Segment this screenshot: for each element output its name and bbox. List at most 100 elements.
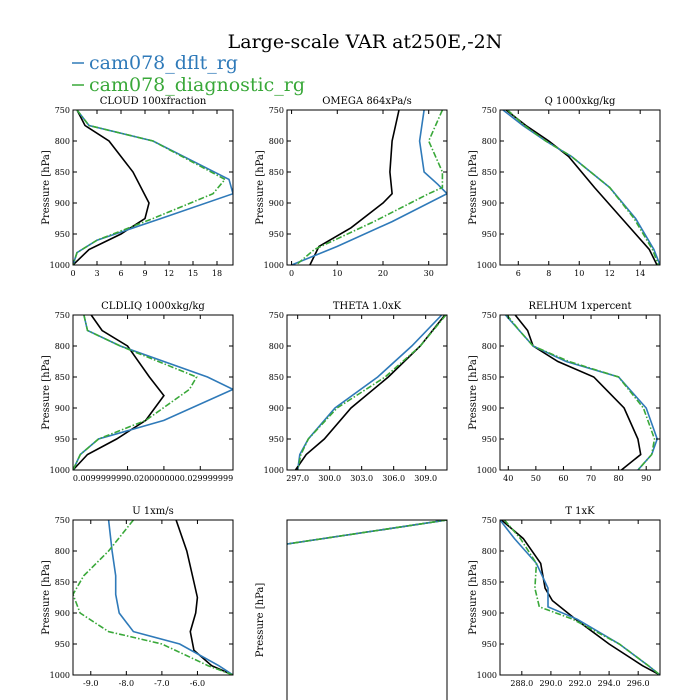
- legend-label-diagnostic: cam078_diagnostic_rg: [89, 74, 305, 96]
- y-tick-label: 900: [55, 404, 70, 413]
- y-tick-label: 1000: [264, 261, 284, 270]
- legend-label-dflt: cam078_dflt_rg: [89, 52, 238, 74]
- y-tick-label: 750: [55, 311, 70, 320]
- series-diagnostic: [73, 110, 227, 265]
- series-diagnostic: [296, 315, 447, 470]
- x-tick-label: 300.0: [318, 474, 341, 483]
- series-control: [294, 315, 446, 470]
- y-tick-label: 850: [482, 168, 497, 177]
- plot-frame: [499, 109, 661, 266]
- panel-2: OMEGA 864xPa/s 750 800 850 900 950 1000 0 10 20 30…: [255, 96, 448, 278]
- x-tick-label: 40: [503, 474, 513, 483]
- panel-title: Q 1000xkg/kg: [545, 96, 616, 107]
- plot-frame: [286, 109, 448, 266]
- y-tick-label: 850: [482, 373, 497, 382]
- y-tick-label: 800: [269, 137, 284, 146]
- x-tick-label: 10: [574, 269, 584, 278]
- panel-title: CLDLIQ 1000xkg/kg: [101, 301, 205, 312]
- x-tick-label: 6: [516, 269, 521, 278]
- x-tick-label: 297.0: [286, 474, 309, 483]
- y-tick-label: 950: [269, 230, 284, 239]
- y-tick-label: 950: [269, 435, 284, 444]
- series-control: [500, 520, 660, 675]
- x-tick-label: 309.0: [414, 474, 437, 483]
- y-tick-label: 750: [269, 106, 284, 115]
- x-tick-label: 6: [118, 269, 123, 278]
- y-tick-label: 1000: [264, 466, 284, 475]
- y-tick-label: 950: [482, 435, 497, 444]
- y-tick-label: 750: [482, 311, 497, 320]
- series-diagnostic: [507, 110, 660, 265]
- x-tick-label: 90: [641, 474, 651, 483]
- legend: cam078_dflt_rg cam078_diagnostic_rg: [72, 52, 305, 96]
- plot-frame: [499, 314, 661, 471]
- panel-4: CLDLIQ 1000xkg/kg 750 800 850 900 950 10000.00…: [41, 301, 234, 483]
- y-tick-label: 800: [269, 342, 284, 351]
- panel-8: Pressure [hPa]: [255, 519, 448, 700]
- y-axis-label: Pressure [hPa]: [41, 560, 52, 635]
- series-control: [175, 520, 233, 675]
- y-tick-label: 800: [482, 342, 497, 351]
- series-dflt: [107, 520, 233, 675]
- y-tick-label: 950: [55, 640, 70, 649]
- y-tick-label: 1000: [477, 466, 497, 475]
- x-tick-label: 8: [546, 269, 551, 278]
- series-diagnostic: [506, 315, 656, 470]
- y-tick-label: 750: [55, 516, 70, 525]
- x-tick-label: 15: [188, 269, 198, 278]
- panel-6: RELHUM 1xpercent 750 800 850 900 950 1000 40 50 6…: [468, 301, 661, 483]
- y-axis-label: Pressure [hPa]: [468, 355, 479, 430]
- series-dflt: [502, 110, 660, 265]
- panel-title: T 1xK: [565, 506, 595, 517]
- y-axis-label: Pressure [hPa]: [41, 150, 52, 225]
- series-diagnostic: [503, 520, 660, 675]
- y-tick-label: 850: [55, 578, 70, 587]
- y-tick-label: 950: [55, 230, 70, 239]
- y-tick-label: 750: [55, 106, 70, 115]
- x-tick-label: 30: [424, 269, 434, 278]
- x-tick-label: -9.0: [83, 679, 98, 688]
- y-tick-label: 1000: [477, 671, 497, 680]
- panel-9: T 1xK 750 800 850 900 950 1000 288.0 290.0 292.0 2…: [468, 506, 661, 688]
- x-tick-label: 18: [212, 269, 222, 278]
- series-diagnostic: [287, 520, 447, 545]
- y-tick-label: 800: [482, 547, 497, 556]
- y-axis-label: Pressure [hPa]: [255, 583, 266, 658]
- y-tick-label: 1000: [477, 261, 497, 270]
- series-diagnostic: [295, 110, 444, 265]
- x-tick-label: 50: [531, 474, 541, 483]
- y-axis-label: Pressure [hPa]: [468, 150, 479, 225]
- plot-frame: [72, 109, 234, 266]
- y-tick-label: 900: [482, 199, 497, 208]
- x-tick-label: 288.0: [510, 679, 533, 688]
- y-axis-label: Pressure [hPa]: [255, 150, 266, 225]
- y-tick-label: 1000: [50, 261, 70, 270]
- x-tick-label: 294.0: [598, 679, 621, 688]
- y-tick-label: 1000: [50, 671, 70, 680]
- x-tick-label: 80: [614, 474, 624, 483]
- y-tick-label: 950: [482, 640, 497, 649]
- y-tick-label: 800: [55, 137, 70, 146]
- x-tick-label: 0.0099999990.0200000000.029999999: [73, 474, 233, 483]
- series-control: [73, 315, 165, 470]
- y-tick-label: 950: [55, 435, 70, 444]
- y-tick-label: 900: [269, 404, 284, 413]
- plot-frame: [286, 519, 448, 700]
- y-tick-label: 900: [482, 609, 497, 618]
- y-tick-label: 950: [482, 230, 497, 239]
- x-tick-label: 60: [558, 474, 568, 483]
- x-tick-label: 296.0: [627, 679, 650, 688]
- panel-title: U 1xm/s: [132, 506, 174, 517]
- x-tick-label: 12: [605, 269, 615, 278]
- y-axis-label: Pressure [hPa]: [468, 560, 479, 635]
- series-dflt: [500, 520, 660, 675]
- x-tick-label: 70: [586, 474, 596, 483]
- series-dflt: [73, 315, 233, 470]
- y-tick-label: 900: [482, 404, 497, 413]
- panel-3: Q 1000xkg/kg 750 800 850 900 950 1000 6 8 10 12 14 P…: [468, 96, 661, 278]
- panel-title: RELHUM 1xpercent: [528, 301, 631, 312]
- series-control: [514, 315, 642, 470]
- x-tick-label: 292.0: [569, 679, 592, 688]
- series-dflt: [504, 315, 659, 470]
